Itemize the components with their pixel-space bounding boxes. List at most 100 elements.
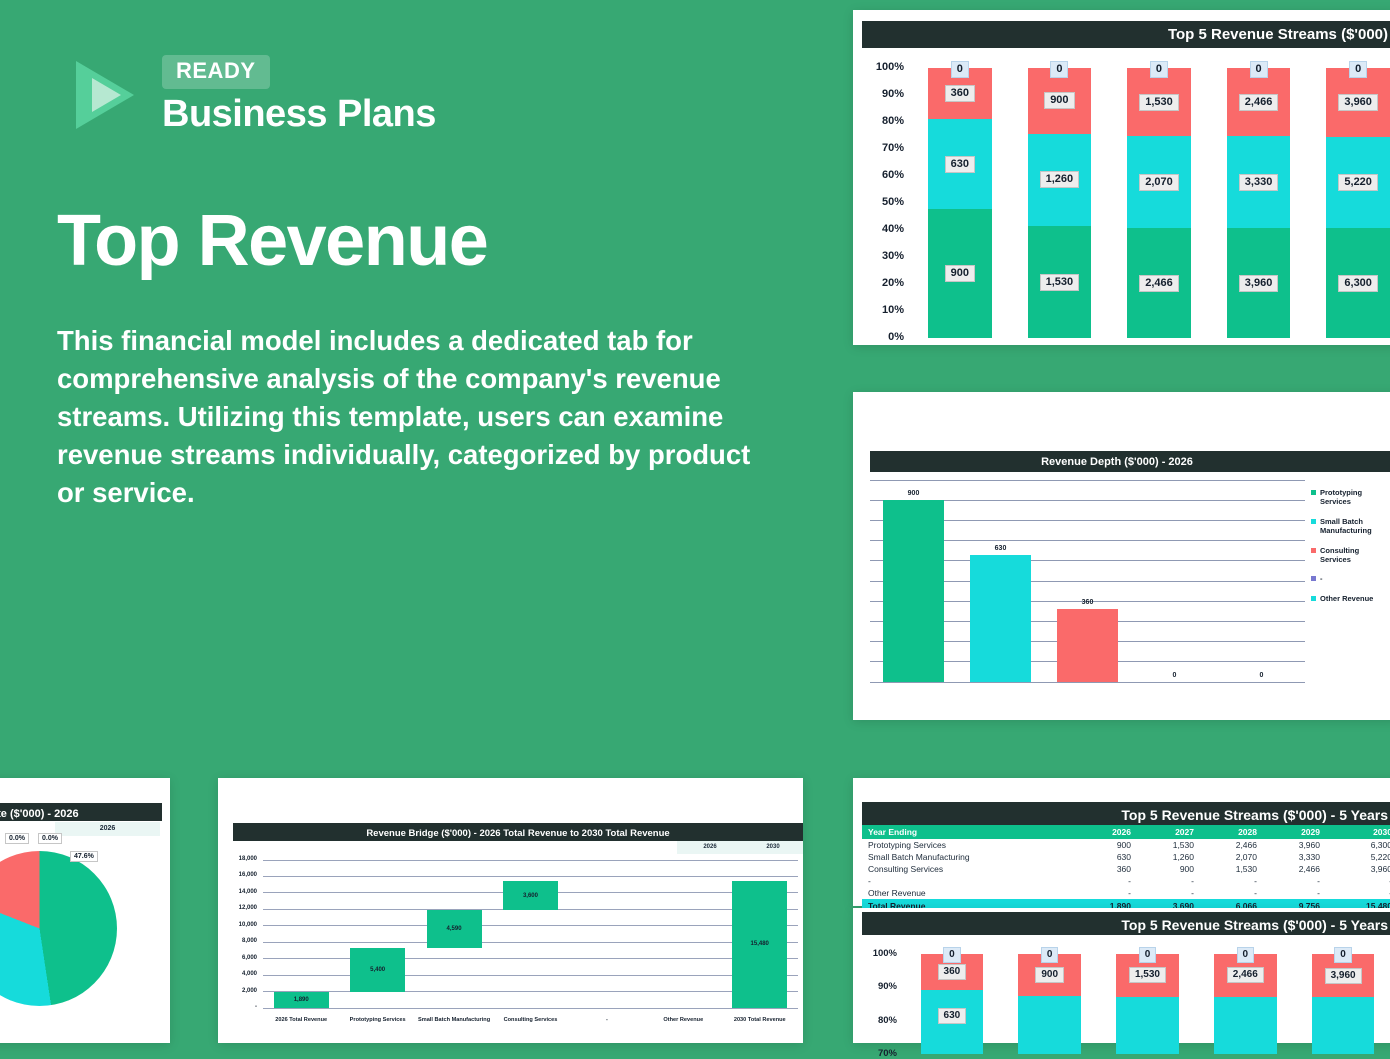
- table-cell: -: [1191, 876, 1194, 886]
- data-label: 630: [937, 1008, 967, 1025]
- chart-title-filler: [1364, 451, 1390, 472]
- data-label: 900: [907, 490, 920, 498]
- play-triangle-icon: [70, 59, 142, 131]
- data-label: 630: [944, 155, 975, 173]
- run-rate-pie: [0, 851, 117, 1006]
- table-cell: 2,466: [1235, 840, 1257, 850]
- y-axis-tick: 90%: [877, 981, 897, 993]
- gridline: [870, 681, 1305, 683]
- chart-title-top-stacked: Top 5 Revenue Streams ($'000): [862, 21, 1390, 48]
- run-rate-pie-card: Run-Rate ($'000) - 2026 2026 47.6%33.3%1…: [0, 778, 170, 1043]
- y-axis-tick: 20%: [881, 277, 904, 289]
- bar-column: 5,400 Prototyping Services: [339, 860, 415, 1023]
- table-cell: Other Revenue: [868, 888, 926, 898]
- data-label: 1,530: [1039, 273, 1080, 291]
- legend-label: Other Revenue: [1320, 593, 1374, 603]
- stacked-bar-column: 0 1,530: [1099, 947, 1197, 1054]
- table-row: Other Revenue-----: [862, 887, 1390, 899]
- legend-swatch: [1311, 595, 1316, 601]
- bar-column: 4,590 Small Batch Manufacturing: [416, 860, 492, 1023]
- table-cell: 1,530: [1235, 864, 1257, 874]
- bar-column: -: [569, 860, 645, 1023]
- data-label: 2,466: [1139, 274, 1179, 292]
- bar-segment: [1214, 996, 1277, 1054]
- bar-segment: 3,960: [1326, 68, 1390, 138]
- table-cell: 6,300: [1370, 840, 1390, 850]
- y-axis-tick: 80%: [877, 1014, 897, 1026]
- data-label: 360: [937, 964, 967, 981]
- data-label: 900: [944, 265, 975, 283]
- data-label: 0: [1172, 672, 1177, 679]
- bar-group: 1,890 2026 Total Revenue 5,400 Prototyping …: [263, 860, 798, 1023]
- pie-data-label: 47.6%: [70, 851, 98, 862]
- bar-column: 630: [957, 480, 1044, 682]
- y-axis-tick: 100%: [872, 948, 897, 959]
- stacked-bar-column: 0 1,530 2,070 2,466: [1109, 61, 1209, 338]
- data-label: 0: [1040, 947, 1059, 963]
- table-cell: -: [868, 876, 871, 886]
- y-axis-tick: 8,000: [241, 938, 257, 945]
- data-label: 0: [950, 61, 969, 78]
- legend-label: Small Batch Manufacturing: [1320, 516, 1372, 536]
- x-axis-tick: Prototyping Services: [349, 1017, 406, 1023]
- bar-segment: 2,466: [1226, 68, 1291, 137]
- y-axis-tick: 12,000: [238, 905, 257, 912]
- stacked-bar-column: 0 3,960: [1294, 947, 1390, 1054]
- table-title: Top 5 Revenue Streams ($'000) - 5 Years: [862, 802, 1390, 825]
- table-cell: 3,960: [1298, 840, 1320, 850]
- table-cell: 5,220: [1370, 852, 1390, 862]
- table-cell: -: [1191, 888, 1194, 898]
- data-label: 360: [1081, 599, 1094, 607]
- revenue-table: Year Ending 2026 2027 2028 2029 2030 Prototypi…: [862, 825, 1390, 913]
- y-axis-tick: 50%: [881, 196, 904, 208]
- x-axis-tick: 2030 Total Revenue: [733, 1017, 786, 1023]
- data-label: 2,466: [1226, 967, 1264, 984]
- bar-column: 3,600 Consulting Services: [492, 860, 568, 1023]
- bar-segment: 1,530: [1127, 68, 1191, 137]
- chart-title-revenue-depth: Revenue Depth ($'000) - 2026: [870, 451, 1364, 472]
- y-axis-tick: 70%: [881, 142, 904, 154]
- y-axis-tick: 10,000: [238, 921, 257, 928]
- stacked-bar-column: 0 3,960 5,220 6,300: [1308, 61, 1390, 338]
- ready-badge: READY: [162, 55, 270, 90]
- gridline: [870, 479, 1305, 481]
- table-cell: Prototyping Services: [868, 840, 946, 850]
- table-cell: Consulting Services: [868, 864, 944, 874]
- brand-logo: READY Business Plans: [70, 55, 436, 135]
- y-axis-tick: -: [255, 1004, 257, 1010]
- data-label: 15,480: [750, 941, 769, 948]
- table-cell: 1,260: [1172, 852, 1194, 862]
- table-cell: 2,070: [1235, 852, 1257, 862]
- data-label: 0: [943, 947, 961, 963]
- table-column-header: 2028: [1200, 825, 1263, 839]
- table-cell: -: [1326, 887, 1390, 899]
- data-label: 5,220: [1338, 174, 1378, 192]
- y-axis-tick: 16,000: [238, 872, 257, 879]
- table-cell: 2,466: [1298, 864, 1320, 874]
- bar-segment: 5,220: [1326, 137, 1390, 229]
- bar-segment: [1018, 995, 1081, 1054]
- x-axis-tick: -: [605, 1017, 608, 1023]
- gridline: [870, 560, 1305, 562]
- table-cell: 1,530: [1172, 840, 1194, 850]
- pie-data-label: 0.0%: [5, 833, 29, 844]
- legend-label: Prototyping Services: [1320, 488, 1363, 507]
- top-stacked-plot-area: 0% 10% 20% 30% 40% 50% 60% 70% 80% 90% 100% 0 360 630…: [876, 61, 1390, 343]
- legend-item: Small Batch Manufacturing: [1311, 517, 1390, 536]
- bar: [883, 500, 944, 682]
- data-label: 630: [994, 544, 1007, 552]
- brand-name: Business Plans: [162, 93, 436, 136]
- x-axis-tick: Small Batch Manufacturing: [418, 1017, 491, 1023]
- table-header-row: Year Ending 2026 2027 2028 2029 2030: [862, 825, 1390, 839]
- revenue-bridge-plot-area: - 2,000 4,000 6,000 8,000 10,000 12,000 14,000 1…: [239, 856, 798, 1023]
- gridline: [263, 875, 798, 877]
- table-cell: Small Batch Manufacturing: [868, 852, 970, 862]
- data-label: 360: [944, 85, 975, 103]
- bar-segment: 3,330: [1226, 136, 1291, 229]
- page-title: Top Revenue: [57, 201, 489, 281]
- data-label: 6,300: [1338, 274, 1378, 292]
- revenue-bridge-card: Revenue Bridge ($'000) - 2026 Total Reve…: [218, 778, 803, 1043]
- legend-label: Consulting Services: [1320, 545, 1360, 564]
- table-cell: -: [1254, 888, 1257, 898]
- top-stacked-chart-card: Top 5 Revenue Streams ($'000) 0% 10% 20% 30…: [853, 10, 1390, 345]
